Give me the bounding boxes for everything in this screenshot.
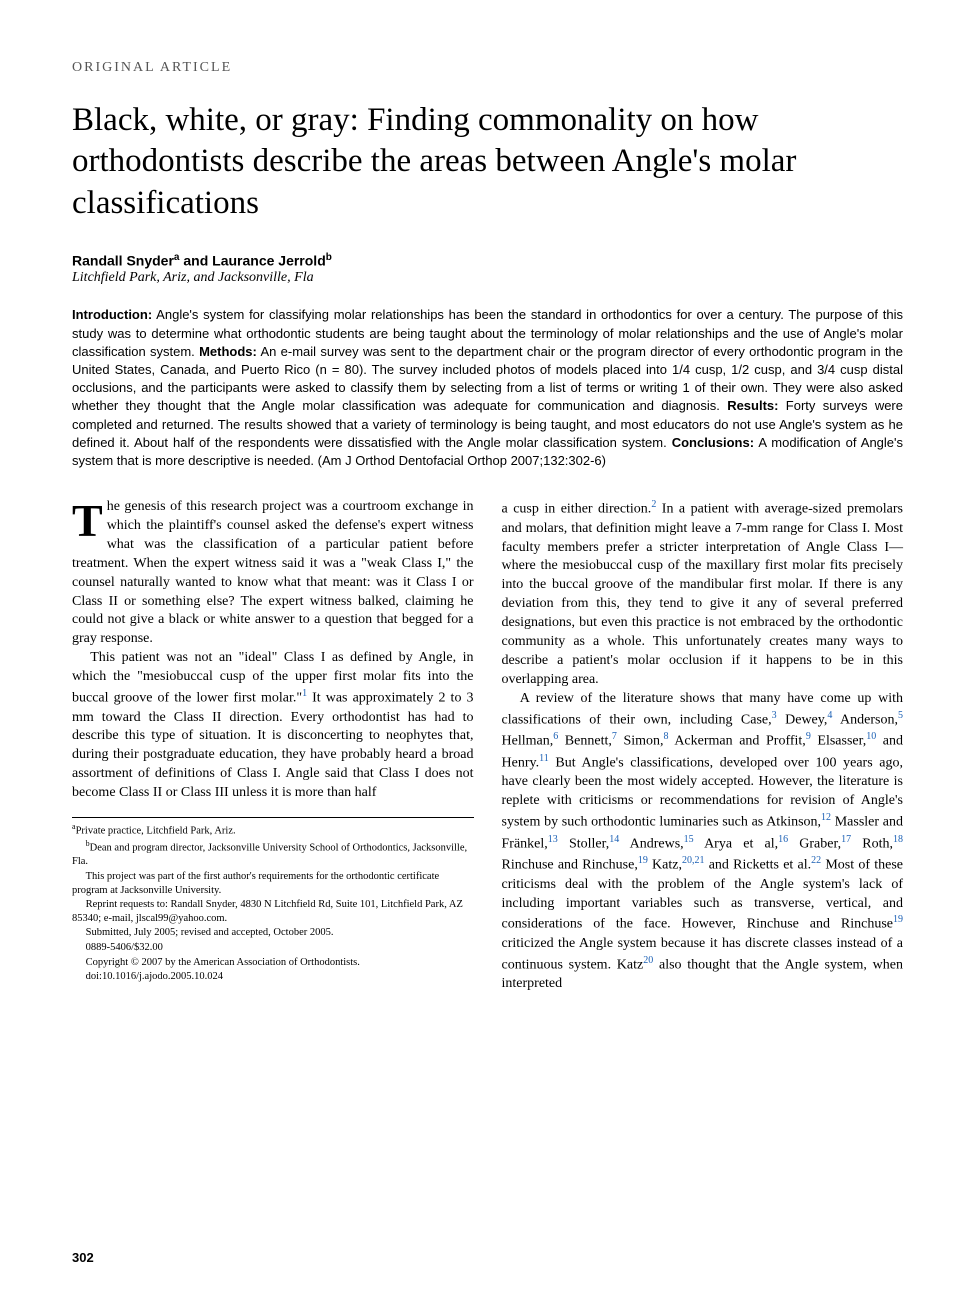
footnote-b: bDean and program director, Jacksonville… — [72, 839, 474, 869]
body-text: Graber, — [788, 836, 841, 851]
citation-ref[interactable]: 12 — [821, 812, 831, 823]
body-text: Katz, — [648, 858, 682, 873]
citation-ref[interactable]: 19 — [638, 855, 648, 866]
abstract-intro-label: Introduction: — [72, 307, 152, 322]
citation-ref[interactable]: 18 — [893, 834, 903, 845]
body-text: Stoller, — [558, 836, 609, 851]
body-text: Simon, — [617, 734, 664, 749]
body-paragraph: The genesis of this research project was… — [72, 498, 474, 649]
column-left: The genesis of this research project was… — [72, 498, 474, 994]
section-label: ORIGINAL ARTICLE — [72, 60, 903, 76]
abstract-results-label: Results: — [727, 398, 778, 413]
citation-ref[interactable]: 15 — [684, 834, 694, 845]
citation-ref[interactable]: 11 — [539, 753, 549, 764]
footnote-issn: 0889-5406/$32.00 — [72, 941, 474, 955]
footnote-note: This project was part of the first autho… — [72, 870, 474, 897]
body-paragraph: A review of the literature shows that ma… — [502, 690, 904, 995]
body-text: a cusp in either direction. — [502, 502, 652, 517]
abstract-conclusions-label: Conclusions: — [672, 435, 754, 450]
body-text: In a patient with average-sized premolar… — [502, 502, 904, 687]
article-title: Black, white, or gray: Finding commonali… — [72, 100, 903, 224]
citation-ref[interactable]: 5 — [898, 710, 903, 721]
citation-ref[interactable]: 14 — [609, 834, 619, 845]
citation-ref[interactable]: 22 — [811, 855, 821, 866]
footnote-text: Private practice, Litchfield Park, Ariz. — [76, 826, 236, 837]
body-paragraph: a cusp in either direction.2 In a patien… — [502, 498, 904, 690]
citation-ref[interactable]: 16 — [778, 834, 788, 845]
abstract-block: Introduction: Angle's system for classif… — [72, 306, 903, 470]
body-text: Rinchuse and Rinchuse, — [502, 858, 638, 873]
footnote-a: aPrivate practice, Litchfield Park, Ariz… — [72, 822, 474, 838]
citation-ref[interactable]: 13 — [548, 834, 558, 845]
body-text: Dewey, — [777, 712, 828, 727]
body-columns: The genesis of this research project was… — [72, 498, 903, 994]
footnote-copyright: Copyright © 2007 by the American Associa… — [72, 956, 474, 970]
body-text: Arya et al, — [694, 836, 778, 851]
footnotes-block: aPrivate practice, Litchfield Park, Ariz… — [72, 817, 474, 984]
body-text: and Ricketts et al. — [704, 858, 811, 873]
footnote-text: Dean and program director, Jacksonville … — [72, 843, 467, 868]
citation-ref[interactable]: 20 — [643, 955, 653, 966]
footnote-doi: doi:10.1016/j.ajodo.2005.10.024 — [72, 970, 474, 984]
body-text: Anderson, — [832, 712, 898, 727]
column-right: a cusp in either direction.2 In a patien… — [502, 498, 904, 994]
body-text: Hellman, — [502, 734, 554, 749]
body-text: Roth, — [851, 836, 893, 851]
page-number: 302 — [72, 1250, 94, 1265]
body-text: Andrews, — [619, 836, 683, 851]
body-text: Elsasser, — [811, 734, 866, 749]
citation-ref[interactable]: 19 — [893, 914, 903, 925]
citation-ref[interactable]: 17 — [841, 834, 851, 845]
body-text: It was approximately 2 to 3 mm toward th… — [72, 691, 474, 800]
affiliation-line: Litchfield Park, Ariz, and Jacksonville,… — [72, 270, 903, 286]
body-text: he genesis of this research project was … — [72, 499, 474, 646]
abstract-methods-label: Methods: — [199, 344, 257, 359]
citation-ref[interactable]: 10 — [866, 731, 876, 742]
author-line: Randall Snydera and Laurance Jerroldb — [72, 252, 903, 269]
dropcap: T — [72, 498, 107, 540]
body-paragraph: This patient was not an "ideal" Class I … — [72, 649, 474, 803]
body-text: Bennett, — [558, 734, 612, 749]
footnote-reprint: Reprint requests to: Randall Snyder, 483… — [72, 898, 474, 925]
body-text: Ackerman and Proffit, — [669, 734, 806, 749]
citation-ref[interactable]: 20,21 — [682, 855, 705, 866]
footnote-submitted: Submitted, July 2005; revised and accept… — [72, 926, 474, 940]
